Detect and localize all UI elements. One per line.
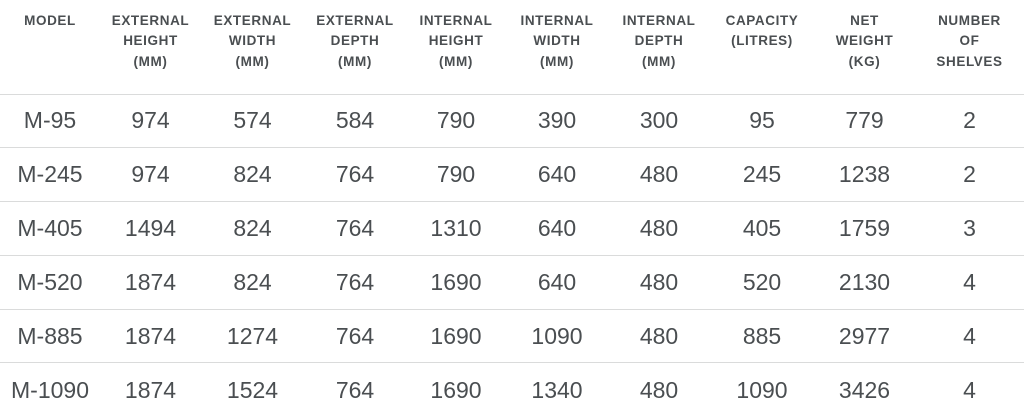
- cell-capacity: 95: [749, 107, 775, 134]
- cell-net-weight: 3426: [814, 362, 915, 417]
- table-row: M-1090 1874 1524 764 1690 1340 480 1090 …: [0, 362, 1024, 417]
- table-row: M-95 974 574 584 790 390 300 95 779 2: [0, 94, 1024, 148]
- cell-external-depth: 764: [304, 362, 406, 417]
- cell-external-height: 1494: [100, 201, 201, 256]
- cell-external-height: 1874: [100, 362, 201, 417]
- column-header-internal-depth: INTERNAL DEPTH (MM): [608, 0, 710, 95]
- cell-external-depth: 764: [304, 308, 406, 363]
- cell-internal-height: 790: [436, 107, 476, 134]
- cell-model: M-520: [0, 254, 100, 310]
- cell-capacity: 1090: [710, 362, 814, 417]
- cell-net-weight: 1238: [814, 147, 915, 202]
- header-row: MODEL EXTERNAL HEIGHT (MM) EXTERNAL WIDT…: [0, 0, 1024, 95]
- table-body: M-95 974 574 584 790 390 300 95 779 2 M-…: [0, 94, 1024, 417]
- cell-capacity: 405: [710, 201, 814, 256]
- cell-model: M-95: [23, 107, 77, 134]
- cell-internal-depth: 300: [639, 107, 679, 134]
- table-header: MODEL EXTERNAL HEIGHT (MM) EXTERNAL WIDT…: [0, 0, 1024, 95]
- cell-shelves: 4: [915, 308, 1024, 363]
- cell-model: M-405: [0, 201, 100, 256]
- cell-internal-depth: 480: [608, 308, 710, 363]
- column-header-external-height: EXTERNAL HEIGHT (MM): [100, 0, 201, 95]
- cell-external-width: 824: [201, 147, 304, 202]
- table-row: M-520 1874 824 764 1690 640 480 520 2130…: [0, 254, 1024, 310]
- column-header-internal-height: INTERNAL HEIGHT (MM): [406, 0, 506, 95]
- cell-shelves: 4: [915, 362, 1024, 417]
- cell-external-height: 974: [131, 107, 170, 134]
- cell-internal-depth: 480: [608, 201, 710, 256]
- cell-external-height: 1874: [100, 308, 201, 363]
- cell-external-width: 1524: [201, 362, 304, 417]
- column-header-external-width: EXTERNAL WIDTH (MM): [201, 0, 304, 95]
- cell-net-weight: 779: [845, 107, 884, 134]
- table-row: M-245 974 824 764 790 640 480 245 1238 2: [0, 147, 1024, 202]
- column-header-internal-width: INTERNAL WIDTH (MM): [506, 0, 608, 95]
- cell-external-depth: 764: [304, 147, 406, 202]
- cell-net-weight: 2130: [814, 254, 915, 310]
- cell-model: M-245: [0, 147, 100, 202]
- cell-external-width: 1274: [201, 308, 304, 363]
- cell-internal-depth: 480: [608, 147, 710, 202]
- cell-internal-depth: 480: [608, 254, 710, 310]
- cell-shelves: 4: [915, 254, 1024, 310]
- cell-capacity: 520: [710, 254, 814, 310]
- cell-capacity: 245: [710, 147, 814, 202]
- cell-internal-height: 1690: [406, 362, 506, 417]
- column-header-net-weight: NET WEIGHT (KG): [814, 0, 915, 95]
- cell-net-weight: 1759: [814, 201, 915, 256]
- cell-net-weight: 2977: [814, 308, 915, 363]
- cell-internal-height: 1690: [406, 308, 506, 363]
- cell-external-height: 1874: [100, 254, 201, 310]
- cell-internal-width: 390: [537, 107, 577, 134]
- cell-shelves: 2: [963, 107, 976, 134]
- cell-model: M-1090: [0, 362, 100, 417]
- column-header-capacity: CAPACITY (LITRES): [710, 0, 814, 95]
- cell-model: M-885: [0, 308, 100, 363]
- cell-internal-height: 1690: [406, 254, 506, 310]
- cell-internal-height: 1310: [406, 201, 506, 256]
- cell-shelves: 2: [915, 147, 1024, 202]
- cell-internal-width: 640: [506, 201, 608, 256]
- cell-internal-width: 640: [506, 147, 608, 202]
- cell-internal-width: 640: [506, 254, 608, 310]
- column-header-shelves: NUMBER OF SHELVES: [915, 0, 1024, 95]
- cell-capacity: 885: [710, 308, 814, 363]
- cell-external-depth: 584: [335, 107, 375, 134]
- cell-external-depth: 764: [304, 201, 406, 256]
- cell-external-width: 574: [233, 107, 272, 134]
- table-row: M-885 1874 1274 764 1690 1090 480 885 29…: [0, 308, 1024, 363]
- cell-internal-width: 1340: [506, 362, 608, 417]
- cell-shelves: 3: [915, 201, 1024, 256]
- cell-external-depth: 764: [304, 254, 406, 310]
- cell-internal-depth: 480: [608, 362, 710, 417]
- column-header-external-depth: EXTERNAL DEPTH (MM): [304, 0, 406, 95]
- column-header-model: MODEL: [0, 0, 100, 95]
- cell-external-width: 824: [201, 201, 304, 256]
- cell-external-height: 974: [100, 147, 201, 202]
- cell-internal-width: 1090: [506, 308, 608, 363]
- table-row: M-405 1494 824 764 1310 640 480 405 1759…: [0, 201, 1024, 256]
- cell-internal-height: 790: [406, 147, 506, 202]
- cell-external-width: 824: [201, 254, 304, 310]
